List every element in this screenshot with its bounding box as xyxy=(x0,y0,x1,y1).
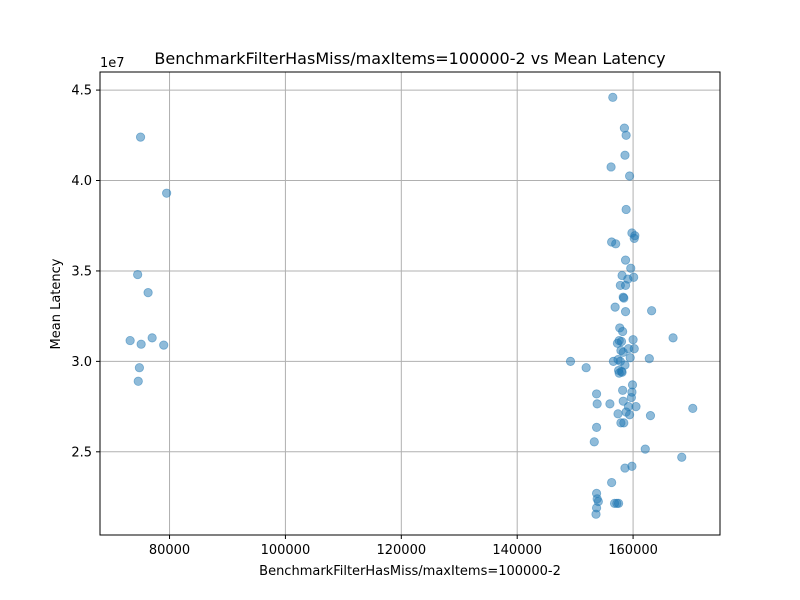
scatter-point xyxy=(133,269,143,280)
y-tick-label: 4.5 xyxy=(71,84,92,99)
scatter-point xyxy=(618,385,628,395)
scatter-point xyxy=(565,356,576,366)
scatter-point xyxy=(647,306,657,316)
scatter-point xyxy=(125,335,135,346)
scatter-point xyxy=(621,130,631,140)
scatter-point xyxy=(133,376,143,386)
scatter-point xyxy=(134,363,145,373)
chart-title: BenchmarkFilterHasMiss/maxItems=100000-2… xyxy=(154,49,665,68)
scatter-point xyxy=(591,509,601,519)
y-axis-offset-text: 1e7 xyxy=(100,56,125,71)
scatter-point xyxy=(620,463,630,473)
scatter-point xyxy=(620,150,630,160)
scatter-point xyxy=(143,288,153,298)
scatter-point xyxy=(591,389,602,399)
y-axis-label: Mean Latency xyxy=(49,258,64,349)
scatter-point xyxy=(612,338,623,348)
data-points xyxy=(125,92,698,519)
scatter-point xyxy=(645,411,656,421)
plot-frame xyxy=(99,71,721,536)
y-tick-label: 3.0 xyxy=(71,355,92,370)
scatter-point xyxy=(618,326,628,337)
y-tick-label: 3.5 xyxy=(71,264,92,279)
scatter-point xyxy=(147,333,157,343)
scatter-point xyxy=(618,347,628,357)
scatter-point xyxy=(607,477,617,488)
scatter-point xyxy=(606,162,616,172)
scatter-point xyxy=(159,340,169,350)
scatter-point xyxy=(620,255,631,265)
scatter-point xyxy=(136,339,146,349)
scatter-point xyxy=(613,498,624,508)
scatter-point xyxy=(629,344,639,354)
scatter-point xyxy=(592,399,602,409)
scatter-point xyxy=(625,171,635,181)
x-tick-label: 160000 xyxy=(608,543,658,558)
scatter-point xyxy=(619,418,629,428)
y-tick-label: 4.0 xyxy=(71,174,92,189)
scatter-point xyxy=(605,399,615,409)
scatter-point xyxy=(688,403,698,413)
axis-ticks: 80000 100000 120000 140000 160000 2.5 3.0 3.5 4.… xyxy=(71,84,658,558)
x-axis-label: BenchmarkFilterHasMiss/maxItems=100000-2 xyxy=(259,564,561,579)
scatter-point xyxy=(589,437,599,447)
scatter-point xyxy=(644,354,654,364)
x-tick-label: 100000 xyxy=(261,543,311,558)
scatter-point xyxy=(611,239,621,249)
scatter-point xyxy=(640,444,650,454)
scatter-point xyxy=(620,280,631,291)
scatter-point xyxy=(617,367,627,377)
scatter-point xyxy=(581,363,591,373)
scatter-point xyxy=(626,392,636,403)
x-tick-label: 80000 xyxy=(149,543,190,558)
scatter-point xyxy=(625,353,635,363)
scatter-point xyxy=(629,233,639,243)
scatter-point xyxy=(591,422,602,432)
scatter-point xyxy=(610,302,620,312)
scatter-point xyxy=(619,293,629,303)
x-tick-label: 140000 xyxy=(492,543,542,558)
scatter-point xyxy=(135,132,146,142)
scatter-point xyxy=(631,401,641,412)
x-tick-label: 120000 xyxy=(376,543,426,558)
scatter-point xyxy=(628,335,638,345)
scatter-point xyxy=(677,452,687,462)
scatter-point xyxy=(626,263,636,273)
scatter-point xyxy=(613,409,623,419)
scatter-point xyxy=(162,188,172,198)
scatter-point xyxy=(668,333,678,343)
scatter-point xyxy=(621,407,631,417)
y-tick-label: 2.5 xyxy=(71,445,92,460)
scatter-point xyxy=(608,92,618,102)
scatter-point xyxy=(620,307,631,317)
scatter-point xyxy=(621,204,631,215)
